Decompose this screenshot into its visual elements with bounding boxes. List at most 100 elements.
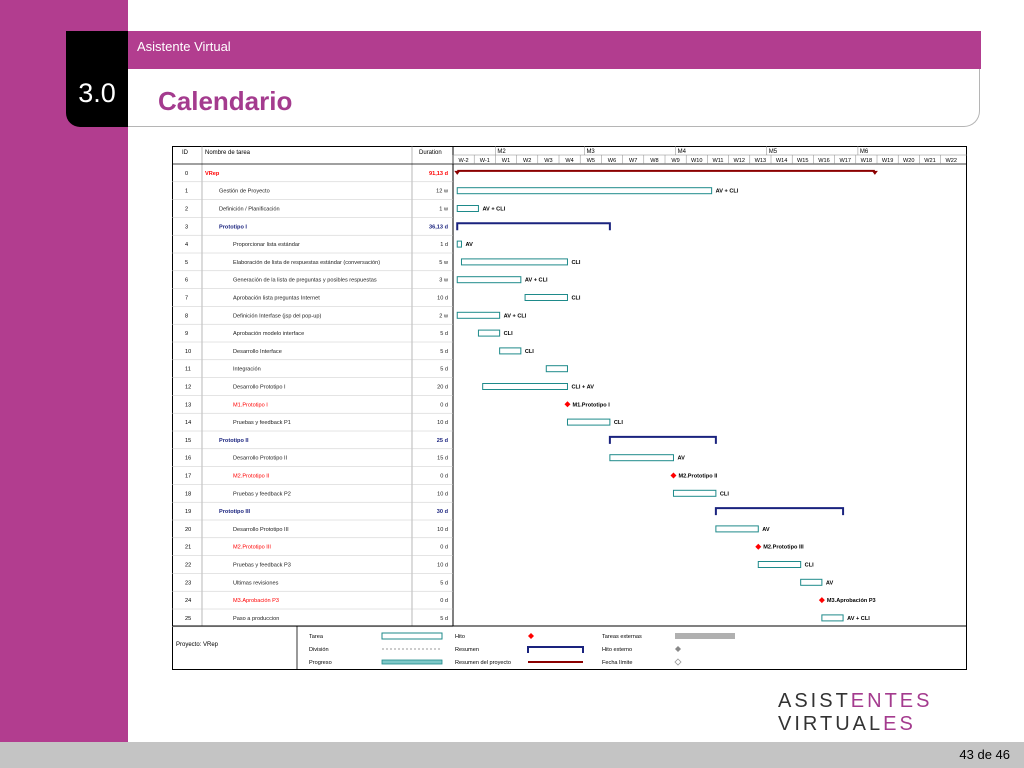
page-number: 43 de 46 <box>959 747 1010 762</box>
task-id: 6 <box>185 278 188 284</box>
section-number-box <box>66 31 128 127</box>
task-bar <box>524 294 568 301</box>
task-id: 22 <box>185 563 191 569</box>
task-duration: 2 w <box>439 313 449 319</box>
task-resource-label: AV + CLI <box>716 189 739 195</box>
task-duration: 10 d <box>437 527 448 533</box>
summary-bar <box>714 507 845 516</box>
gantt-chart: ID Nombre de tarea Duration M2 M3 M4 M5 M6 W-2 W-… <box>172 146 967 670</box>
task-bar <box>477 329 501 337</box>
task-duration: 91,13 d <box>429 171 449 177</box>
legend-external-swatch <box>675 633 735 639</box>
task-name: M2.Prototipo II <box>233 474 270 480</box>
legend-label: Fecha límite <box>602 660 632 666</box>
task-bar <box>821 614 844 622</box>
legend-task-swatch <box>381 632 443 640</box>
task-id: 13 <box>185 402 191 408</box>
column-header-id: ID <box>182 150 189 156</box>
milestone-diamond <box>670 472 677 479</box>
task-bar <box>456 311 501 319</box>
task-id: 8 <box>185 313 188 319</box>
task-id: 0 <box>185 171 188 177</box>
task-bar <box>456 240 462 248</box>
svg-text:ASISTENTES: ASISTENTES <box>778 690 932 712</box>
task-resource-label: AV <box>826 580 834 586</box>
timescale-week: W7 <box>629 158 637 164</box>
header-label: Asistente Virtual <box>137 39 231 54</box>
task-name: Gestión de Proyecto <box>219 189 270 195</box>
task-name: Proporcionar lista estándar <box>233 242 300 248</box>
milestone-diamond <box>564 401 571 408</box>
task-name: Paso a produccion <box>233 616 279 622</box>
timescale-week: W15 <box>797 158 809 164</box>
task-id: 4 <box>185 242 188 248</box>
timescale-week: W22 <box>945 158 957 164</box>
timescale-week: W10 <box>691 158 703 164</box>
task-name: Ultimas revisiones <box>233 580 279 586</box>
task-id: 20 <box>185 527 191 533</box>
task-duration: 1 d <box>440 242 448 248</box>
task-name: Aprobación modelo interface <box>233 331 304 337</box>
timescale-week: W9 <box>671 158 679 164</box>
task-resource-label: AV + CLI <box>482 207 505 213</box>
task-duration: 15 d <box>437 456 448 462</box>
legend-label: Tarea <box>309 634 324 640</box>
legend-label: Hito <box>455 634 465 640</box>
task-resource-label: AV + CLI <box>504 313 527 319</box>
timescale-week: W20 <box>903 158 915 164</box>
task-duration: 36,13 d <box>429 224 449 230</box>
task-name: VRep <box>205 171 220 177</box>
legend-label: Resumen del proyecto <box>455 660 511 666</box>
task-resource-label: CLI <box>504 331 513 337</box>
task-name: Prototipo III <box>219 509 251 515</box>
timescale-week: W21 <box>924 158 936 164</box>
legend-summary-swatch <box>527 646 584 653</box>
task-id: 3 <box>185 224 188 230</box>
task-bar <box>499 347 522 355</box>
task-id: 14 <box>185 420 191 426</box>
legend-milestone-swatch <box>528 633 534 639</box>
task-resource-label: CLI + AV <box>571 385 594 391</box>
task-id: 12 <box>185 385 191 391</box>
task-id: 16 <box>185 456 191 462</box>
task-duration: 5 d <box>440 367 448 373</box>
legend-label: Tareas externas <box>602 634 642 640</box>
timescale-week: W-2 <box>459 158 469 164</box>
task-id: 11 <box>185 367 191 373</box>
task-duration: 0 d <box>440 402 448 408</box>
legend-ext-milestone-swatch <box>675 646 681 652</box>
task-resource-label: M2.Prototipo III <box>763 545 804 551</box>
task-resource-label: AV + CLI <box>525 278 548 284</box>
company-logo: ASISTENTES VIRTUALES <box>778 690 932 733</box>
task-duration: 0 d <box>440 598 448 604</box>
task-duration: 5 d <box>440 616 448 622</box>
task-name: Desarrollo Prototipo II <box>233 456 288 462</box>
task-name: Desarrollo Prototipo I <box>233 385 286 391</box>
legend-label: Hito externo <box>602 647 632 653</box>
timescale-week: W6 <box>608 158 616 164</box>
task-resource-label: AV <box>762 527 770 533</box>
task-name: Prototipo I <box>219 224 247 230</box>
task-resource-label: AV + CLI <box>847 616 870 622</box>
task-name: Pruebas y feedback P3 <box>233 563 291 569</box>
column-header-duration: Duration <box>419 150 442 156</box>
timescale-week: W14 <box>776 158 788 164</box>
task-id: 10 <box>185 349 191 355</box>
timescale-month: M6 <box>860 149 869 155</box>
timescale-month: M3 <box>586 149 595 155</box>
task-bar <box>456 205 479 212</box>
timescale-week: W11 <box>712 158 723 164</box>
legend-project-label: Proyecto: VRep <box>176 642 219 648</box>
timescale-week: W1 <box>502 158 510 164</box>
task-bar <box>609 454 674 462</box>
task-duration: 3 w <box>439 278 449 284</box>
task-bar <box>456 276 522 284</box>
task-resource-label: CLI <box>525 349 534 355</box>
task-id: 9 <box>185 331 188 337</box>
task-id: 23 <box>185 580 191 586</box>
task-name: M3.Aprobación P3 <box>233 598 279 604</box>
summary-bar <box>456 222 611 231</box>
task-name: Generación de la lista de preguntas y po… <box>233 278 377 284</box>
timescale-week: W3 <box>544 158 552 164</box>
timescale-week: W16 <box>818 158 830 164</box>
